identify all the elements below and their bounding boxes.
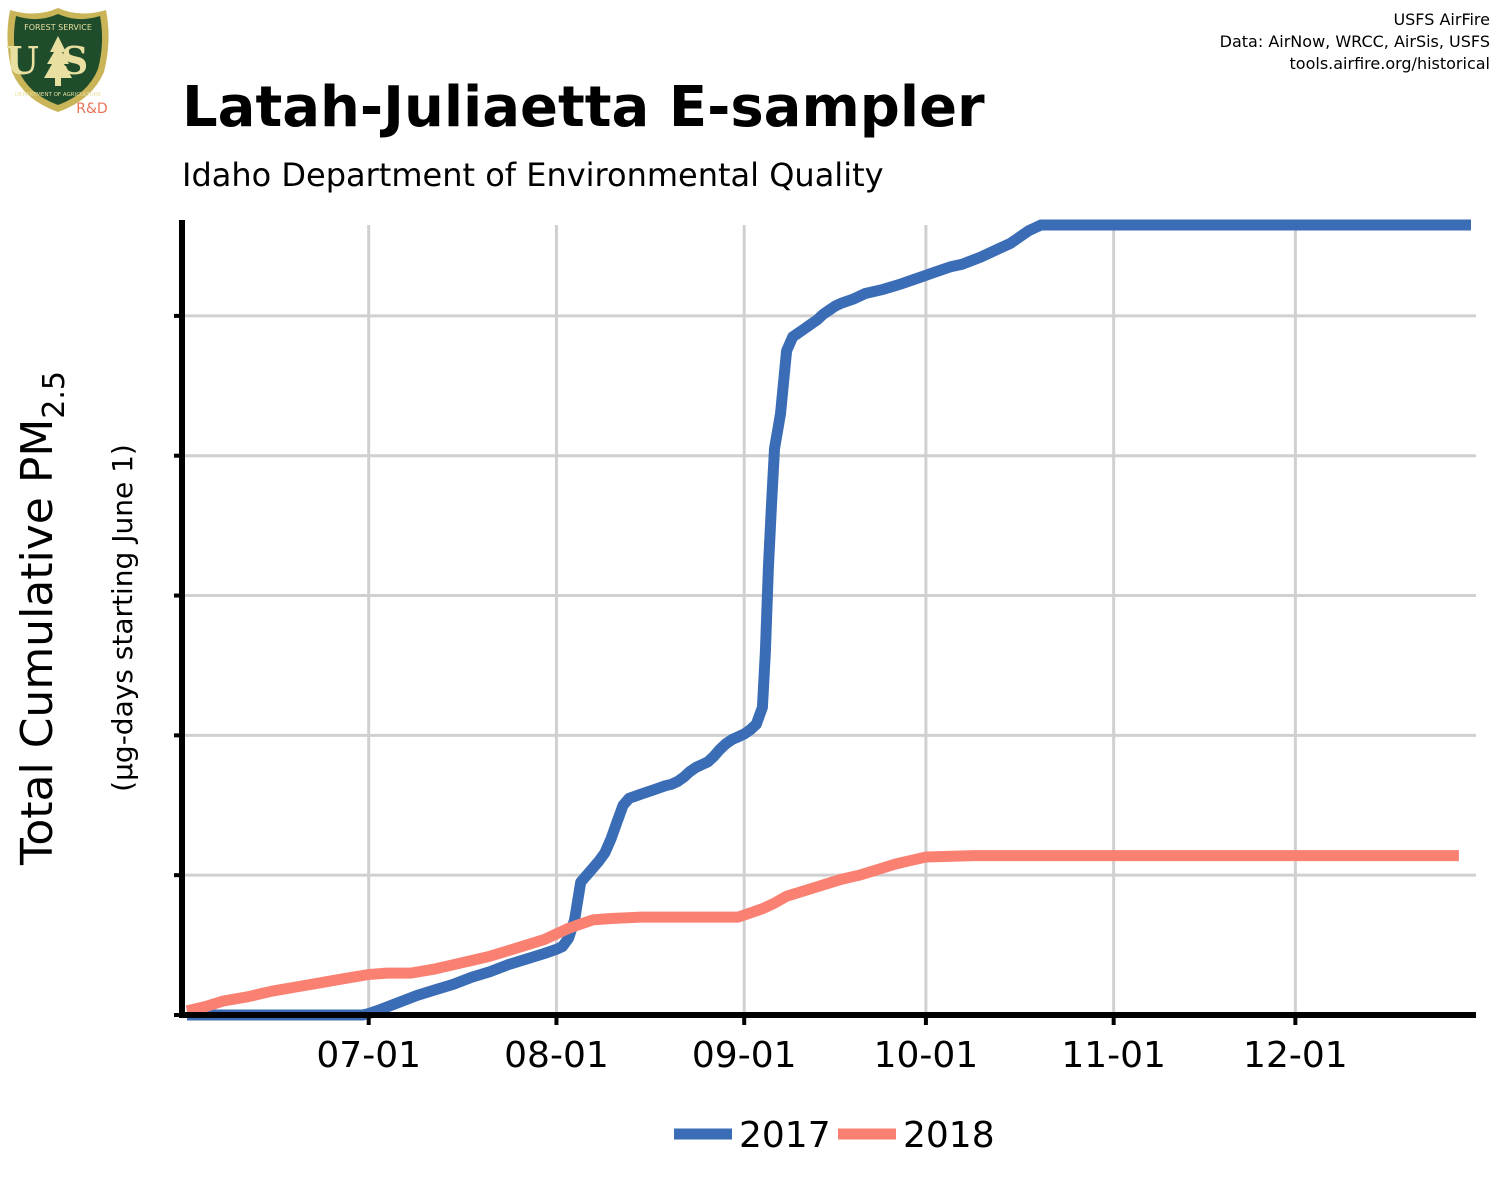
y-axis-label-secondary: (µg-days starting June 1) (106, 444, 139, 792)
series-layer (185, 219, 1471, 1021)
credit-line-3: tools.airfire.org/historical (1290, 54, 1490, 73)
chart-subtitle: Idaho Department of Environmental Qualit… (182, 156, 884, 194)
credit-line-2: Data: AirNow, WRCC, AirSis, USFS (1220, 32, 1490, 51)
credit-line-1: USFS AirFire (1393, 10, 1490, 29)
pine-tree-icon (44, 36, 72, 86)
series-line-2018 (185, 850, 1459, 1017)
legend-label-2017: 2017 (739, 1115, 831, 1156)
x-tick-label: 10-01 (874, 1035, 979, 1076)
usfs-shield-logo: FOREST SERVICE US DEPARTMENT OF AGRICULT… (6, 8, 109, 117)
y-axis-label-subscript: 2.5 (37, 371, 72, 419)
y-axis-label: Total Cumulative PM2.5 (12, 371, 72, 866)
logo-bottom-text: DEPARTMENT OF AGRICULTURE (15, 92, 102, 98)
x-tick-label: 07-01 (316, 1035, 421, 1076)
legend: 2017 2018 (674, 1115, 995, 1156)
logo-top-text: FOREST SERVICE (24, 23, 92, 32)
x-tick-labels: 07-01 08-01 09-01 10-01 11-01 12-01 (316, 1035, 1347, 1076)
x-tick-label: 09-01 (692, 1035, 797, 1076)
axis-layer (174, 220, 1476, 1025)
series-line-2017 (187, 219, 1471, 1021)
legend-label-2018: 2018 (903, 1115, 995, 1156)
x-tick-label: 08-01 (504, 1035, 609, 1076)
y-axis-label-main: Total Cumulative PM (12, 419, 63, 866)
chart-title: Latah-Juliaetta E-sampler (182, 75, 985, 140)
logo-tag: R&D (76, 101, 107, 117)
x-tick-label: 12-01 (1243, 1035, 1348, 1076)
x-tick-label: 11-01 (1061, 1035, 1166, 1076)
grid-layer (182, 225, 1476, 1015)
